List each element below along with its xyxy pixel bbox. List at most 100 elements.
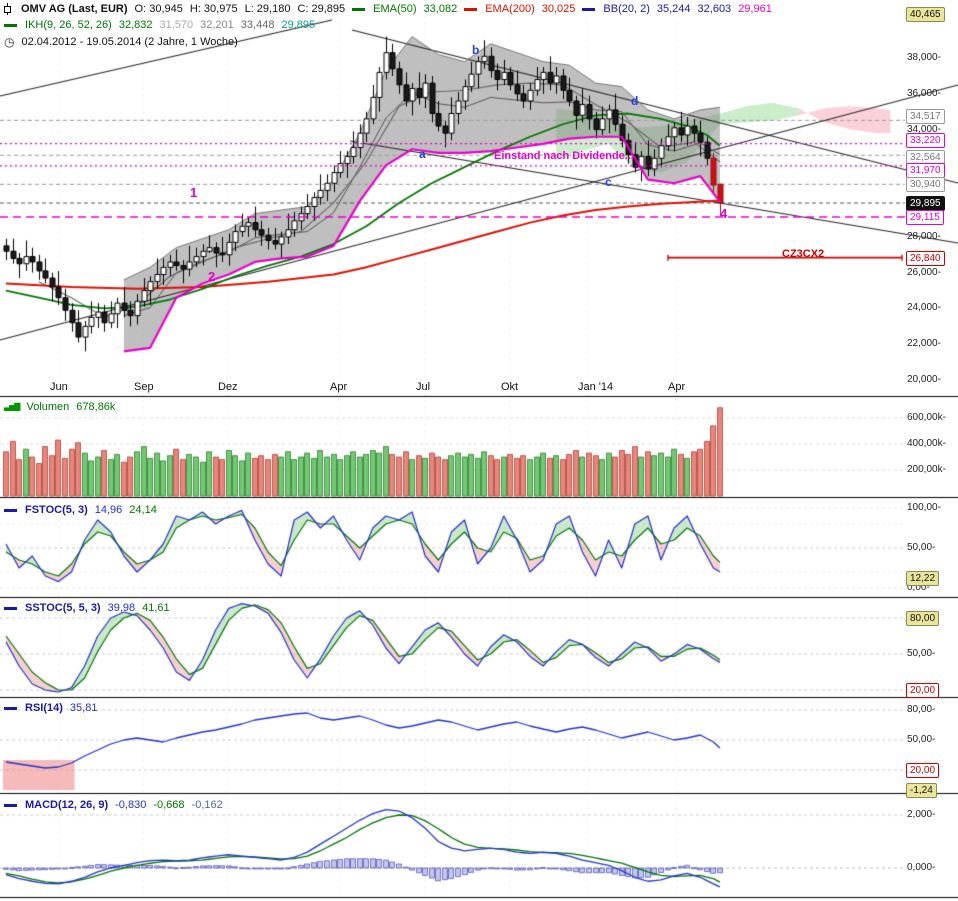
fstoc-axis-label: 0,00- xyxy=(907,582,930,593)
clock-icon: ◷ xyxy=(4,35,15,49)
kijun-value: 31,570 xyxy=(159,19,194,31)
bollinger-label: BB(20, 2) xyxy=(603,3,650,15)
price-axis-label: 26,000- xyxy=(907,267,941,278)
date-range-legend: ◷ 02.04.2012 - 19.05.2014 (2 Jahre, 1 Wo… xyxy=(4,35,238,49)
x-axis-month-label: Sep xyxy=(134,381,154,393)
price-axis-label: 30,940 xyxy=(906,177,945,192)
macd-line-icon xyxy=(4,803,17,807)
volume-label: Volumen xyxy=(26,401,70,413)
chikou-value: 29,895 xyxy=(281,19,316,31)
chart-annotation[interactable]: d xyxy=(631,94,639,108)
chart-annotation[interactable]: a xyxy=(419,147,426,161)
rsi-value: 35,81 xyxy=(69,702,98,714)
rsi-axis-label: 80,00- xyxy=(907,704,936,715)
price-axis-label: 26,840 xyxy=(906,251,945,266)
tenkan-value: 32,832 xyxy=(118,19,153,31)
chart-annotation[interactable]: 1 xyxy=(190,185,198,200)
price-axis-label: 20,000- xyxy=(907,374,941,385)
ema200-label: EMA(200) xyxy=(485,3,535,15)
sstoc-label: SSTOC(5, 5, 3) xyxy=(25,602,101,614)
volume-legend: ▃▅▇ Volumen 678,86k xyxy=(4,401,115,413)
senkou-b-value: 33,448 xyxy=(240,19,275,31)
price-axis-label: 32,564 xyxy=(906,150,945,165)
fstoc-line-icon xyxy=(4,508,17,512)
chart-annotation[interactable]: b xyxy=(472,43,480,57)
rsi-line-icon xyxy=(4,706,17,710)
sstoc-axis-label: 80,00 xyxy=(906,611,940,626)
price-axis-label: 38,000- xyxy=(907,52,941,63)
candlestick-icon xyxy=(4,3,12,15)
volume-value: 678,86k xyxy=(76,401,116,413)
rsi-axis-label: -1,24 xyxy=(906,783,937,798)
price-axis-label: 34,517 xyxy=(906,109,945,124)
x-axis-month-label: Dez xyxy=(218,381,238,393)
x-axis-month-label: Jul xyxy=(416,381,431,393)
ichimoku-line-icon xyxy=(4,23,17,27)
fstoc-d-value: 24,14 xyxy=(129,504,157,516)
bollinger-middle-value: 32,603 xyxy=(697,3,732,15)
senkou-a-value: 32,201 xyxy=(200,19,234,31)
volume-axis-label: 200,00k- xyxy=(907,464,946,475)
fstoc-k-value: 14,96 xyxy=(94,504,123,516)
ichimoku-label: IKH(9, 26, 52, 26) xyxy=(25,19,112,31)
sstoc-axis-label: 50,00- xyxy=(907,648,936,659)
bollinger-line-icon xyxy=(582,7,596,11)
main-legend: OMV AG (Last, EUR) O: 30,945 H: 30,975 L… xyxy=(4,3,772,15)
price-axis-label: 31,970 xyxy=(906,163,945,178)
chart-annotation[interactable]: c xyxy=(605,175,612,189)
price-axis-label: 24,000- xyxy=(907,302,941,313)
x-axis-month-label: Jun xyxy=(50,381,68,393)
x-axis-month-label: Apr xyxy=(330,381,348,393)
sstoc-legend: SSTOC(5, 5, 3) 39,98 41,61 xyxy=(4,602,170,614)
bollinger-upper-value: 35,244 xyxy=(656,3,691,15)
macd-legend: MACD(12, 26, 9) -0,830 -0,668 -0,162 xyxy=(4,799,223,811)
price-axis-label: 29,895 xyxy=(906,196,945,211)
price-axis-label: 34,000- xyxy=(907,124,941,135)
fstoc-axis-label: 12,22 xyxy=(906,571,940,586)
volume-axis-label: 400,00k- xyxy=(907,438,946,449)
ema200-line-icon xyxy=(464,7,478,11)
macd-axis-label: 2,000- xyxy=(907,809,936,820)
macd-signal-value: -0,668 xyxy=(153,799,185,811)
chart-annotation[interactable]: CZ3CX2 xyxy=(782,248,825,260)
ema200-value: 30,025 xyxy=(541,3,576,15)
ema50-label: EMA(50) xyxy=(373,3,417,15)
sstoc-k-value: 39,98 xyxy=(107,602,136,614)
open-value: O: 30,945 xyxy=(134,3,183,15)
ema50-line-icon xyxy=(352,7,366,11)
macd-value: -0,830 xyxy=(115,799,147,811)
rsi-legend: RSI(14) 35,81 xyxy=(4,702,97,714)
fstoc-label: FSTOC(5, 3) xyxy=(25,504,88,516)
price-axis-label: 36,000- xyxy=(907,88,941,99)
sstoc-d-value: 41,61 xyxy=(142,602,170,614)
chart-annotation[interactable]: 4 xyxy=(720,206,728,221)
price-axis-label: 28,000- xyxy=(907,231,941,242)
rsi-label: RSI(14) xyxy=(25,702,63,714)
fstoc-axis-label: 50,00- xyxy=(907,542,936,553)
x-axis-month-label: Okt xyxy=(501,381,519,393)
price-axis-label: 22,000- xyxy=(907,338,941,349)
fstoc-axis-label: 100,00- xyxy=(907,502,941,513)
fstoc-legend: FSTOC(5, 3) 14,96 24,14 xyxy=(4,504,157,516)
macd-axis-label: 0,000- xyxy=(907,862,936,873)
chart-annotation[interactable]: Einstand nach Dividende... xyxy=(494,150,634,162)
close-value: C: 29,895 xyxy=(297,3,346,15)
x-axis-month-label: Apr xyxy=(668,381,686,393)
ema50-value: 33,082 xyxy=(423,3,458,15)
price-axis-label: 33,220 xyxy=(906,133,945,148)
high-value: H: 30,975 xyxy=(189,3,238,15)
symbol-title: OMV AG (Last, EUR) xyxy=(21,3,128,15)
rsi-axis-label: 20,00 xyxy=(906,763,940,778)
price-axis-label: 40,465 xyxy=(906,7,945,22)
low-value: L: 29,180 xyxy=(244,3,291,15)
volume-bars-icon: ▃▅▇ xyxy=(4,402,21,411)
macd-label: MACD(12, 26, 9) xyxy=(25,799,109,811)
macd-hist-value: -0,162 xyxy=(191,799,223,811)
chart-annotation[interactable]: 2 xyxy=(208,269,216,284)
price-axis-label: 29,115 xyxy=(906,210,944,225)
sstoc-line-icon xyxy=(4,606,17,610)
ichimoku-legend: IKH(9, 26, 52, 26) 32,832 31,570 32,201 … xyxy=(4,19,315,31)
bollinger-lower-value: 29,961 xyxy=(738,3,772,15)
